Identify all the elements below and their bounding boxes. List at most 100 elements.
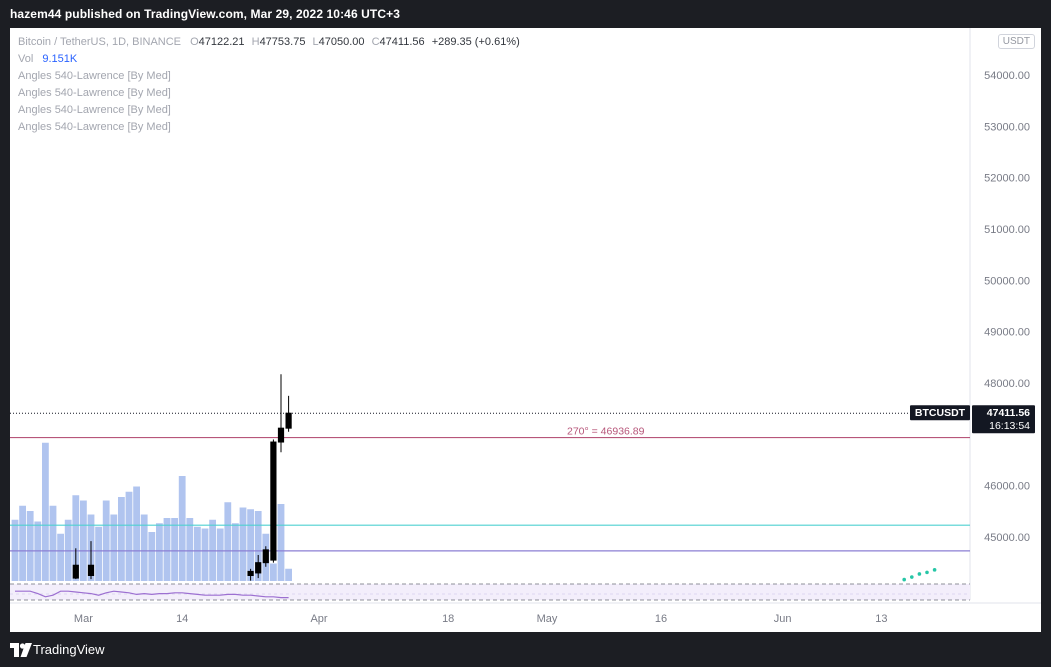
tradingview-brand: TradingView (33, 642, 105, 657)
volume-bar (118, 497, 125, 581)
volume-bar (171, 518, 178, 581)
last-price-tag[interactable] (972, 405, 1035, 434)
symbol-price-tag[interactable] (910, 405, 970, 421)
y-tick-label: 52000.00 (984, 173, 1030, 185)
footer-bar: TradingView (0, 632, 1051, 667)
volume-bar (42, 442, 49, 581)
volume-bar (270, 563, 277, 581)
x-tick-label: 18 (442, 613, 454, 625)
candle-body (277, 427, 285, 443)
candle-body (247, 570, 254, 576)
y-tick-label: 46000.00 (984, 481, 1030, 493)
projection-dot (925, 570, 929, 575)
projection-dot (910, 575, 914, 579)
volume-bar (148, 532, 156, 581)
volume-bar (201, 528, 209, 581)
volume-bar (163, 518, 171, 581)
volume-bar (110, 514, 118, 581)
volume-legend-row[interactable]: Vol 9.151K (18, 51, 520, 68)
publisher-bar: hazem44 published on TradingView.com, Ma… (0, 0, 1051, 28)
volume-label: Vol (18, 53, 34, 65)
candle-body (255, 562, 262, 574)
volume-bar (19, 505, 26, 581)
bar-countdown: 16:13:54 (989, 420, 1030, 432)
volume-bar (133, 486, 140, 581)
chart-panel[interactable]: 270° = 46936.89 54000.00 53000.00 52000.00 5… (10, 28, 1041, 632)
x-tick-label: May (537, 613, 558, 625)
y-tick-label: 51000.00 (984, 224, 1030, 236)
volume-bar (72, 495, 80, 581)
x-tick-label: Jun (774, 613, 792, 625)
x-tick-label: Mar (74, 613, 93, 625)
close-value: 47411.56 (379, 36, 425, 48)
tradingview-logo-icon (10, 643, 32, 657)
chart-legend: Bitcoin / TetherUS, 1D, BINANCE O47122.2… (18, 34, 520, 136)
y-tick-label: 53000.00 (984, 121, 1030, 133)
close-label: C (371, 36, 380, 48)
indicator-name: Angles 540-Lawrence [By Med] (18, 70, 171, 82)
candle-body (262, 549, 269, 564)
volume-bar (156, 523, 163, 581)
y-tick-label: 49000.00 (984, 327, 1030, 339)
indicator-name: Angles 540-Lawrence [By Med] (18, 87, 171, 99)
indicator-name: Angles 540-Lawrence [By Med] (18, 104, 171, 116)
volume-bar (224, 502, 232, 581)
open-label: O (190, 36, 199, 48)
symbol-name: Bitcoin / TetherUS, 1D, BINANCE (18, 36, 182, 48)
x-tick-label: 13 (875, 613, 887, 625)
indicator-legend-row[interactable]: Angles 540-Lawrence [By Med] (18, 102, 520, 119)
volume-bar (194, 526, 201, 581)
price-chart[interactable]: 270° = 46936.89 54000.00 53000.00 52000.00 5… (10, 28, 1041, 632)
volume-bar (140, 514, 148, 581)
symbol-legend-row[interactable]: Bitcoin / TetherUS, 1D, BINANCE O47122.2… (18, 34, 520, 51)
candle-body (270, 441, 277, 561)
high-label: H (251, 36, 260, 48)
volume-value: 9.151K (42, 53, 78, 65)
volume-bar (57, 533, 64, 581)
volume-bar (102, 500, 110, 581)
y-tick-label: 45000.00 (984, 532, 1030, 544)
currency-button[interactable]: USDT (997, 34, 1035, 49)
volume-bar (186, 518, 194, 581)
candle-body (87, 564, 95, 577)
x-tick-label: 16 (655, 613, 667, 625)
projection-dot (917, 572, 922, 576)
candle-body (285, 412, 292, 429)
volume-bar (125, 491, 133, 581)
x-tick-label: Apr (310, 613, 327, 625)
y-tick-label: 50000.00 (984, 275, 1030, 287)
volume-bar (49, 505, 57, 581)
indicator-legend-row[interactable]: Angles 540-Lawrence [By Med] (18, 85, 520, 102)
indicator-legend-row[interactable]: Angles 540-Lawrence [By Med] (18, 68, 520, 85)
volume-bar (178, 476, 186, 581)
volume-bar (239, 507, 247, 581)
low-value: 47050.00 (318, 36, 365, 48)
last-price-value: 47411.56 (987, 407, 1030, 419)
volume-bar (216, 528, 224, 581)
low-label: L (312, 36, 319, 48)
volume-bar (232, 523, 239, 581)
high-value: 47753.75 (259, 36, 306, 48)
indicator-legend-row[interactable]: Angles 540-Lawrence [By Med] (18, 119, 520, 136)
open-value: 47122.21 (198, 36, 245, 48)
y-tick-label: 48000.00 (984, 378, 1030, 390)
volume-bar (247, 509, 254, 581)
volume-bar (277, 504, 285, 581)
volume-bar (80, 500, 87, 581)
indicator-name: Angles 540-Lawrence [By Med] (18, 121, 171, 133)
oscillator-line (15, 590, 289, 599)
x-tick-label: 14 (176, 613, 188, 625)
volume-bar (26, 511, 34, 581)
projection-dot (932, 568, 937, 572)
level-label: 270° = 46936.89 (567, 426, 645, 438)
volume-bar (95, 526, 102, 581)
change-value: +289.35 (+0.61%) (431, 36, 520, 48)
volume-bar (254, 511, 262, 581)
volume-bar (285, 568, 292, 581)
candle-body (72, 564, 79, 579)
publisher-line: hazem44 published on TradingView.com, Ma… (10, 7, 401, 21)
projection-dot (902, 577, 906, 582)
y-tick-label: 54000.00 (984, 70, 1030, 82)
oscillator-band (10, 584, 970, 600)
symbol-tag-label: BTCUSDT (915, 407, 966, 419)
